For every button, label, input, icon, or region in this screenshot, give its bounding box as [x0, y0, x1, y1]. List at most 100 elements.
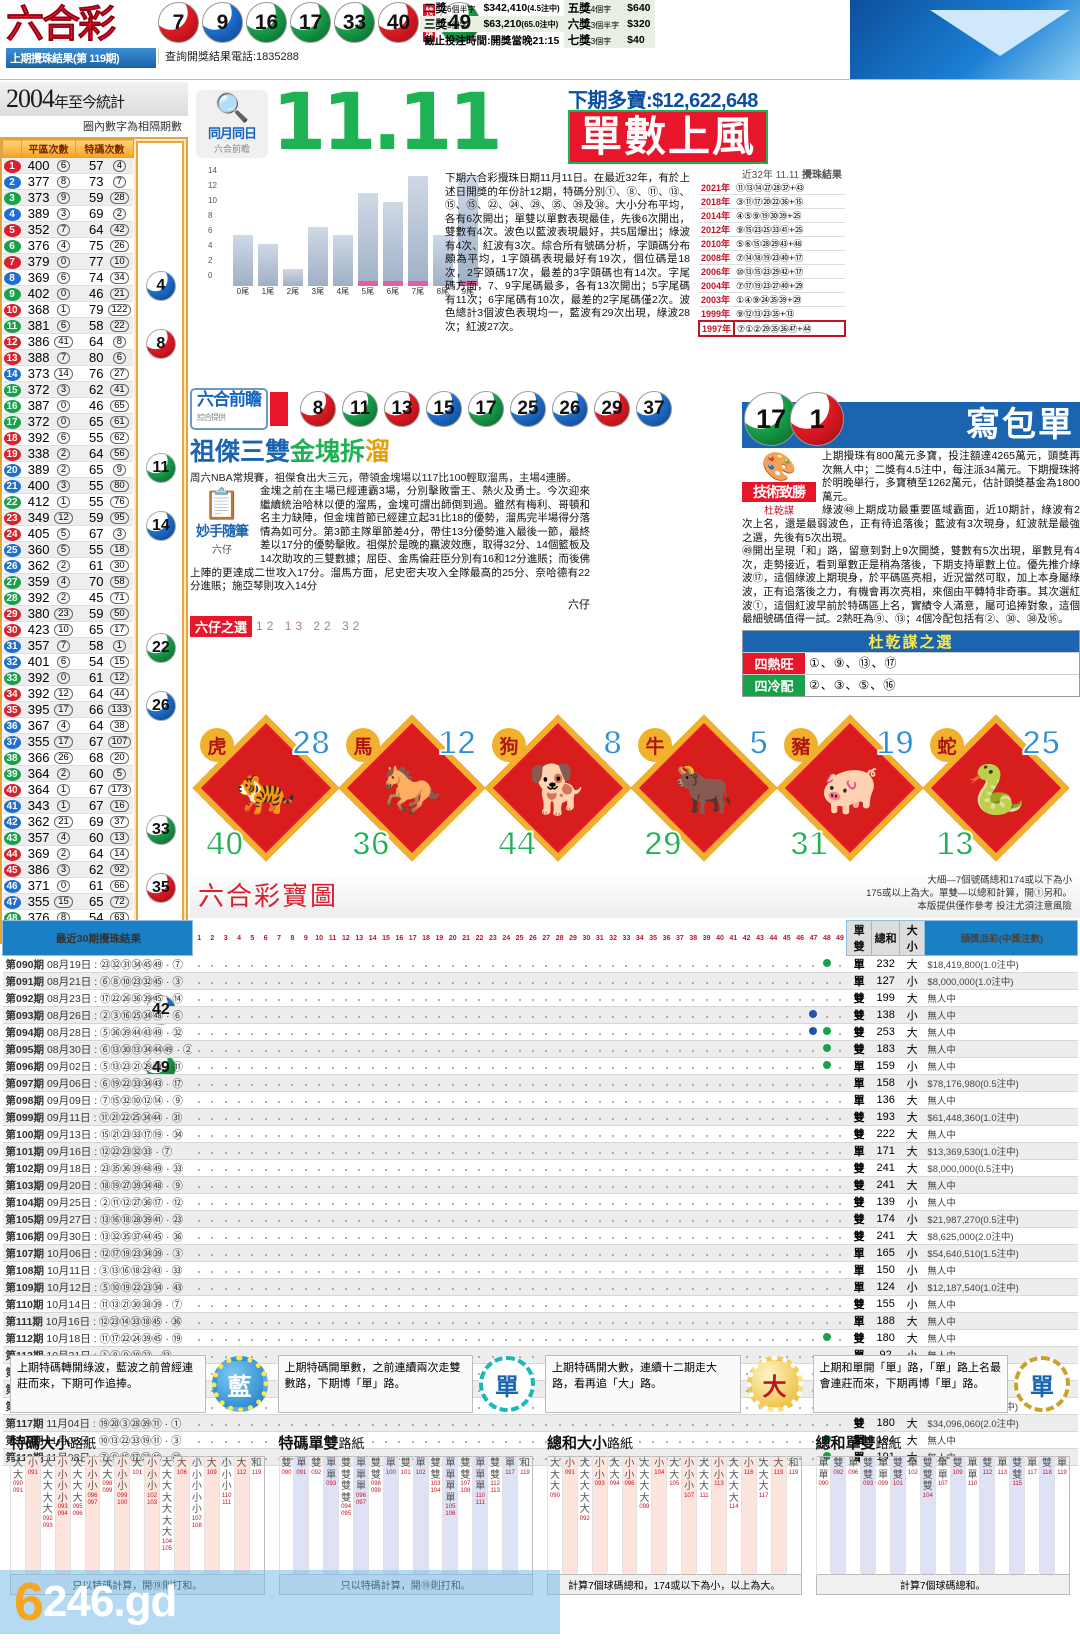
- bigtable-pay-cell: 無人中: [924, 1040, 1078, 1058]
- bigtable-dot-empty: [638, 1186, 641, 1188]
- bigtable-dot-empty: [451, 999, 454, 1001]
- bigtable-dot-cell: [486, 1295, 500, 1313]
- bigtable-dot-cell: [379, 1261, 393, 1279]
- bigtable-dot-cell: [766, 1329, 781, 1347]
- bigtable-dot-empty: [478, 1220, 481, 1222]
- bigtable-dot-cell: [753, 1193, 767, 1211]
- bigtable-sum-cell: 139: [871, 1193, 900, 1211]
- bigtable-dot-cell: [606, 1414, 620, 1432]
- bigtable-dot-cell: [379, 1295, 393, 1313]
- bigtable-dot-cell: [325, 955, 340, 973]
- bigtable-dot-cell: [646, 1431, 660, 1449]
- bigtable-dot-cell: [259, 1244, 273, 1262]
- bigtable-bs-cell: 小: [899, 1244, 925, 1262]
- bigtable-dot-cell: [232, 1227, 246, 1245]
- right-body-2: 綠波㊽上期成功最重要區域霸面，近10期計，綠波有2次上名，還是最弱波色，正有待追…: [742, 504, 1080, 544]
- bigtable-dot-empty: [358, 1237, 361, 1239]
- bigtable-dot-empty: [211, 1186, 214, 1188]
- bigtable-dot-cell: [673, 1108, 687, 1126]
- road-column: 和 119: [517, 1456, 533, 1575]
- bigtable-dot-cell: [753, 1210, 767, 1228]
- bigtable-dot-empty: [505, 1305, 508, 1307]
- bigtable-dot-empty: [478, 1407, 481, 1409]
- bigtable-dot-empty: [799, 999, 802, 1001]
- bigtable-dot-empty: [478, 1288, 481, 1290]
- bigtable-dot-empty: [398, 1305, 401, 1307]
- bigtable-dot-cell: [579, 1091, 594, 1109]
- bigtable-dot-cell: [406, 1142, 420, 1160]
- bigtable-dot-cell: [593, 972, 607, 990]
- stats-index: 43: [2, 829, 22, 846]
- bigtable-dot-empty: [264, 1101, 267, 1103]
- bigtable-dot-cell: [325, 1193, 340, 1211]
- bigtable-dot-cell: [312, 1227, 326, 1245]
- stats-special-gap: 80: [105, 477, 134, 494]
- bigtable-dot-empty: [304, 1237, 307, 1239]
- bigtable-dot-cell: [379, 1329, 393, 1347]
- bigtable-dot-empty: [211, 1305, 214, 1307]
- bigtable-dot-cell: [686, 1244, 700, 1262]
- bigtable-dot-cell: [459, 1414, 473, 1432]
- bigtable-dot-cell: [766, 1244, 781, 1262]
- bigtable-dot-cell: [365, 1023, 380, 1041]
- bigtable-dot-cell: [325, 1159, 340, 1177]
- bigtable-dot-empty: [438, 1186, 441, 1188]
- bigtable-dot-empty: [531, 1356, 534, 1358]
- bigtable-draw-cell: 第103期 09月20日 : ⑱⑲㉗㊴㉞㊽ · ⑨: [2, 1176, 193, 1194]
- bigtable-dot-cell: [566, 1006, 580, 1024]
- road-period-label: 090: [549, 1492, 560, 1499]
- bigtable-dot-empty: [745, 1067, 748, 1069]
- road-cell-value: 和: [251, 1458, 262, 1469]
- bigtable-dot-empty: [264, 1407, 267, 1409]
- bigtable-dot-cell: [566, 1312, 580, 1330]
- treasure-header: 六合彩寶圖 大細—7個號碼總和174或以下為小 175或以上為大。單雙—以總和計…: [190, 872, 1080, 918]
- bigtable-dot-cell: [606, 1040, 620, 1058]
- bigtable-dot-cell: [646, 1176, 660, 1194]
- bigtable-dot-cell: [593, 1159, 607, 1177]
- bigtable-dot-cell: [713, 1244, 727, 1262]
- bigtable-number-header: 39: [699, 920, 714, 956]
- history-year: 2003年: [699, 292, 735, 307]
- bigtable-dot-empty: [812, 1458, 815, 1460]
- bigtable-dot-empty: [638, 964, 641, 967]
- road-column: 雙 090: [278, 1456, 294, 1575]
- bigtable-dot-empty: [531, 1203, 534, 1205]
- bigtable-dot-empty: [825, 1118, 828, 1120]
- bigtable-dot-empty: [572, 1016, 574, 1018]
- bigtable-dot-empty: [278, 1254, 281, 1256]
- bigtable-dot-empty: [531, 1084, 534, 1086]
- road-period-label: 092: [311, 1469, 322, 1476]
- bigtable-dot-empty: [812, 1186, 815, 1188]
- bigtable-dot-empty: [625, 999, 628, 1001]
- bigtable-dot-cell: [512, 1142, 527, 1160]
- bigtable-number-header: 40: [713, 920, 727, 956]
- bigtable-dot-empty: [465, 1220, 468, 1222]
- road-column: 小小小 107: [681, 1456, 697, 1575]
- hotline-label: 查詢開獎結果電話:1835288: [158, 48, 398, 64]
- road-cell-value: 單: [1057, 1458, 1067, 1469]
- bigtable-dot-cell: [713, 1210, 727, 1228]
- road-column: 雙 109: [949, 1456, 966, 1575]
- bigtable-dot-empty: [839, 1067, 842, 1069]
- bigtable-dot-cell: [646, 1210, 660, 1228]
- watermark-text: 246.gd: [43, 1577, 177, 1626]
- bigtable-dot-empty: [278, 1203, 281, 1205]
- stats-row: 42 362 21 69 37: [2, 813, 134, 830]
- chart-bar: [232, 235, 253, 286]
- road-cell-value: 單: [445, 1481, 456, 1492]
- zodiac-name: 虎: [200, 728, 234, 762]
- stats-row: 22 412 1 55 76: [2, 493, 134, 510]
- bigtable-dot-empty: [638, 1305, 641, 1307]
- road-cell-value: 單: [967, 1458, 978, 1469]
- road-column: 雙雙 107 108: [457, 1456, 473, 1575]
- bigtable-dot-empty: [291, 1084, 294, 1086]
- road-cell-value: 大: [72, 1481, 83, 1492]
- bigtable-dot-empty: [291, 1101, 294, 1103]
- stats-normal-gap: 3: [51, 205, 76, 222]
- bigtable-dot-empty: [304, 1169, 307, 1171]
- du-cold-row: 四冷配 ②、③、⑤、⑯: [743, 673, 1079, 696]
- road-footnote: 計算7個球碼總和。: [815, 1575, 1070, 1595]
- bigtable-dot-empty: [197, 1339, 200, 1341]
- bigtable-dot-cell: [432, 1125, 447, 1143]
- bigtable-dot-cell: [352, 1278, 366, 1296]
